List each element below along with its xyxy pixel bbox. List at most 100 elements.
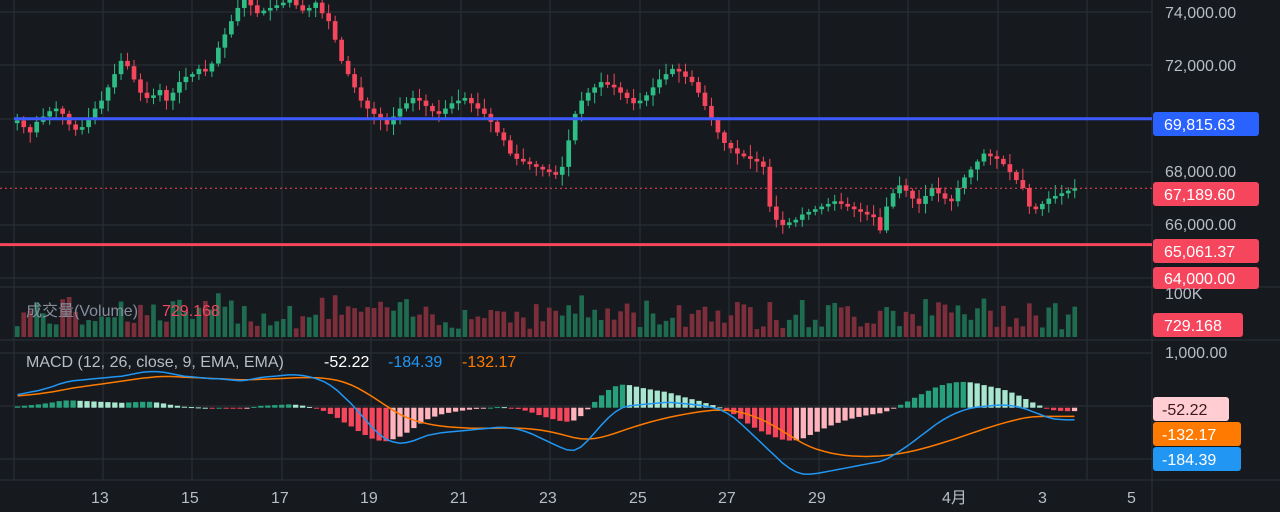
macd-histogram-bar (842, 407, 848, 421)
macd-histogram-bar (70, 400, 76, 408)
volume-bar (177, 299, 182, 337)
macd-histogram-bar (974, 383, 980, 408)
candle-body (572, 113, 578, 141)
candle-body (579, 100, 585, 114)
candle-body (780, 219, 786, 226)
time-label: 4月 (942, 490, 967, 507)
candle-body (507, 140, 513, 154)
macd-histogram-bar (153, 402, 160, 408)
volume-bar (280, 318, 286, 337)
volume-bar (125, 321, 130, 337)
volume-bar (702, 306, 708, 337)
macd-histogram-bar (112, 402, 118, 408)
macd-histogram-bar (174, 405, 181, 408)
volume-bar (254, 325, 260, 337)
candle-body (819, 206, 825, 210)
volume-bar (1039, 327, 1045, 337)
candle-body (546, 169, 552, 173)
volume-bar (942, 304, 948, 337)
time-label: 23 (539, 490, 557, 507)
macd-histogram-bar (821, 407, 827, 429)
candle-body (1007, 164, 1013, 173)
volume-bar (975, 308, 980, 337)
volume-bar (112, 317, 117, 337)
macd-line (17, 370, 1075, 475)
time-label: 29 (808, 490, 826, 507)
candle-body (657, 79, 662, 88)
macd-histogram-bar (1064, 407, 1071, 412)
macd-histogram-bar (626, 385, 633, 408)
blue-level-price: 69,815.63 (1164, 117, 1235, 134)
macd-histogram-bar (202, 407, 208, 409)
volume-bar (572, 313, 578, 337)
volume-bar (877, 310, 883, 337)
candle-body (786, 222, 792, 226)
macd-histogram-bar (494, 407, 500, 409)
volume-bar (767, 302, 773, 337)
candle-body (378, 113, 383, 120)
macd-histogram-bar (1016, 395, 1022, 408)
macd-histogram-bar (710, 405, 716, 408)
volume-bar (845, 306, 851, 337)
macd-histogram-bar (140, 401, 146, 408)
price-tick: 66,000.00 (1165, 217, 1236, 234)
macd-histogram-bar (341, 407, 347, 423)
macd-histogram-bar (42, 403, 48, 408)
candle-body (229, 21, 234, 35)
candle-body (410, 97, 416, 104)
macd-histogram-bar (786, 407, 793, 441)
time-label: 5 (1127, 490, 1136, 507)
volume-bar (27, 310, 33, 337)
macd-histogram-bar (56, 401, 62, 408)
volume-bar (1046, 307, 1052, 337)
candle-body (527, 161, 533, 165)
macd-histogram-bar (765, 407, 772, 435)
volume-bar (566, 305, 572, 337)
volume-bar (670, 317, 675, 337)
candle-body (592, 87, 597, 93)
candle-body (216, 47, 221, 64)
volume-bar (598, 320, 604, 337)
time-label: 21 (450, 490, 468, 507)
macd-histogram-bar (35, 404, 41, 408)
candle-body (449, 103, 455, 109)
candle-body (482, 108, 487, 114)
candle-body (112, 74, 117, 88)
macd-tag: -52.22 (1153, 397, 1229, 421)
candle-body (689, 76, 695, 83)
candle-body (637, 100, 643, 104)
macd-value: -52.22 (324, 354, 369, 371)
candle-body (144, 92, 150, 98)
candle-body (131, 66, 137, 80)
candle-body (1027, 188, 1032, 207)
macd-histogram-bar (1002, 390, 1008, 408)
candle-body (838, 201, 844, 204)
volume-bar (203, 300, 208, 337)
candle-body (261, 10, 267, 14)
macd-histogram-bar (849, 407, 855, 419)
volume-bar (443, 322, 448, 337)
volume-bar (988, 310, 993, 337)
candle-body (14, 120, 20, 124)
volume-bar (644, 300, 649, 337)
time-label: 19 (360, 490, 378, 507)
volume-bar (131, 322, 137, 337)
candle-body (151, 95, 156, 98)
candle-body (280, 2, 286, 6)
macd-histogram-bar (160, 403, 167, 408)
volume-bar (274, 321, 280, 337)
macd-histogram-bar (383, 407, 389, 442)
candle-body (709, 105, 714, 120)
candle-body (1059, 193, 1065, 196)
candle-body (391, 116, 396, 125)
candle-body (235, 7, 241, 22)
macd-histogram-bar (452, 407, 459, 412)
volume-bar (222, 306, 228, 337)
signal-value: -184.39 (388, 354, 442, 371)
macd-histogram-bar (348, 407, 354, 427)
volume-bar (735, 302, 740, 337)
volume-bar (151, 304, 156, 337)
volume-bar (540, 321, 546, 337)
volume-bar (170, 301, 176, 337)
